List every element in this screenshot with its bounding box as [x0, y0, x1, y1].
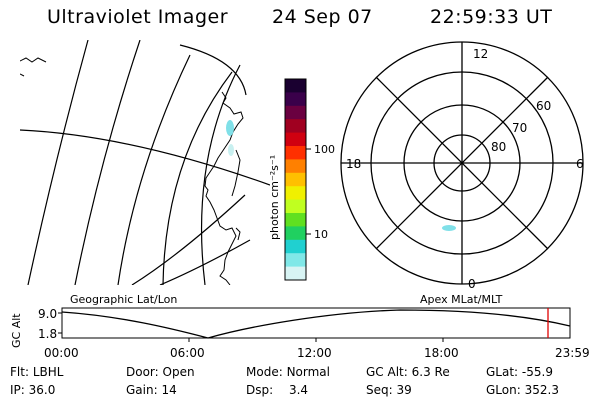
- mlt-label-12: 12: [473, 47, 488, 61]
- time-tick-label: 12:00: [297, 346, 332, 360]
- aurora-emission: [226, 120, 234, 136]
- ip-value: 36.0: [28, 383, 56, 397]
- dsp-status: Dsp: 3.4: [246, 383, 308, 397]
- observation-date: 24 Sep 07: [272, 6, 373, 28]
- time-tick-label: 06:00: [170, 346, 205, 360]
- aurora-emission: [228, 144, 234, 156]
- mlat-label-60: 60: [536, 99, 551, 113]
- ip-label: IP:: [10, 383, 25, 397]
- door-status: Door: Open: [126, 365, 195, 379]
- coastline: [20, 73, 25, 77]
- coastline: [20, 57, 47, 63]
- time-tick-label: 00:00: [44, 346, 79, 360]
- ip-status: IP: 36.0: [10, 383, 55, 397]
- colorbar-segment: [285, 213, 306, 227]
- glon-value: 352.3: [524, 383, 559, 397]
- map-grid-arc: [162, 71, 233, 285]
- colorbar-segment: [285, 132, 306, 147]
- altitude-y-tick: 1.8: [38, 327, 57, 341]
- map-grid-meridian: [20, 129, 270, 186]
- map-grid-meridian: [159, 239, 251, 285]
- colorbar-segment: [285, 159, 306, 174]
- mode-status: Mode: Normal: [246, 365, 330, 379]
- image-title: Ultraviolet Imager: [47, 6, 229, 28]
- polar-labels: 12 18 6 0 60 70 80: [346, 47, 584, 291]
- colorbar-segment: [285, 253, 306, 268]
- color-bar: 100 10 photon cm⁻²s⁻¹: [268, 78, 335, 281]
- colorbar-segment: [285, 199, 306, 214]
- polar-axis: [375, 76, 549, 250]
- colorbar-tick-label: 100: [314, 143, 335, 156]
- colorbar-segment: [285, 226, 306, 241]
- dsp-label: Dsp:: [246, 383, 274, 397]
- glat-label: GLat:: [486, 365, 519, 379]
- altitude-plot: 9.0 1.8 GC Alt 00:00 06:00 12:00 18:00 2…: [10, 307, 590, 360]
- colorbar-segment: [285, 186, 306, 201]
- dsp-value: 3.4: [288, 383, 309, 397]
- glon-label: GLon:: [486, 383, 521, 397]
- colorbar-segment: [285, 266, 306, 281]
- time-tick-label: 18:00: [424, 346, 459, 360]
- seq-value: 39: [396, 383, 412, 397]
- aurora-emission: [442, 225, 456, 231]
- filter-status: Flt: LBHL: [10, 365, 63, 379]
- map-grid-meridian: [131, 194, 246, 285]
- colorbar-segment: [285, 92, 306, 107]
- colorbar-segment: [285, 172, 306, 187]
- colorbar-segment: [285, 146, 306, 160]
- map-grid-arc: [117, 54, 191, 285]
- mlt-label-6: 6: [576, 157, 584, 171]
- colorbar-tick-label: 10: [314, 228, 328, 241]
- gcalt-label: GC Alt:: [366, 365, 408, 379]
- gcalt-value: 6.3 Re: [411, 365, 450, 379]
- altitude-axis-label: GC Alt: [10, 313, 23, 348]
- seq-label: Seq:: [366, 383, 393, 397]
- geographic-map: [20, 40, 270, 285]
- colorbar-segment: [285, 119, 306, 134]
- gcalt-status: GC Alt: 6.3 Re: [366, 365, 450, 379]
- glat-value: -55.9: [521, 365, 553, 379]
- observation-time: 22:59:33 UT: [430, 6, 553, 28]
- map-grid-arc: [179, 44, 247, 96]
- altitude-curve: [61, 309, 571, 339]
- altitude-y-tick: 9.0: [38, 307, 57, 321]
- filter-label: Flt:: [10, 365, 29, 379]
- mlat-label-70: 70: [512, 121, 527, 135]
- gain-status: Gain: 14: [126, 383, 177, 397]
- mlat-label-80: 80: [491, 140, 506, 154]
- door-label: Door:: [126, 365, 159, 379]
- colorbar-unit-label: photon cm⁻²s⁻¹: [268, 155, 281, 240]
- glat-status: GLat: -55.9: [486, 365, 553, 379]
- mode-label: Mode:: [246, 365, 283, 379]
- colorbar-segment: [285, 105, 306, 120]
- coastline: [235, 227, 241, 241]
- time-tick-label: 23:59: [555, 346, 590, 360]
- filter-value: LBHL: [32, 365, 64, 379]
- colorbar-segment: [285, 79, 306, 93]
- door-value: Open: [162, 365, 195, 379]
- geographic-panel-label: Geographic Lat/Lon: [70, 293, 177, 306]
- map-grid-arc: [74, 40, 141, 285]
- mlt-label-18: 18: [346, 157, 361, 171]
- gain-value: 14: [161, 383, 177, 397]
- colorbar-segment: [285, 239, 306, 254]
- map-grid-arc: [27, 40, 89, 285]
- polar-plot: [340, 41, 584, 285]
- mlt-label-0: 0: [468, 277, 476, 291]
- mode-value: Normal: [286, 365, 330, 379]
- coastline: [231, 149, 241, 197]
- map-grid-arc: [200, 64, 241, 285]
- apex-panel-label: Apex MLat/MLT: [420, 293, 503, 306]
- gain-label: Gain:: [126, 383, 158, 397]
- seq-status: Seq: 39: [366, 383, 412, 397]
- glon-status: GLon: 352.3: [486, 383, 559, 397]
- coastline: [204, 91, 244, 285]
